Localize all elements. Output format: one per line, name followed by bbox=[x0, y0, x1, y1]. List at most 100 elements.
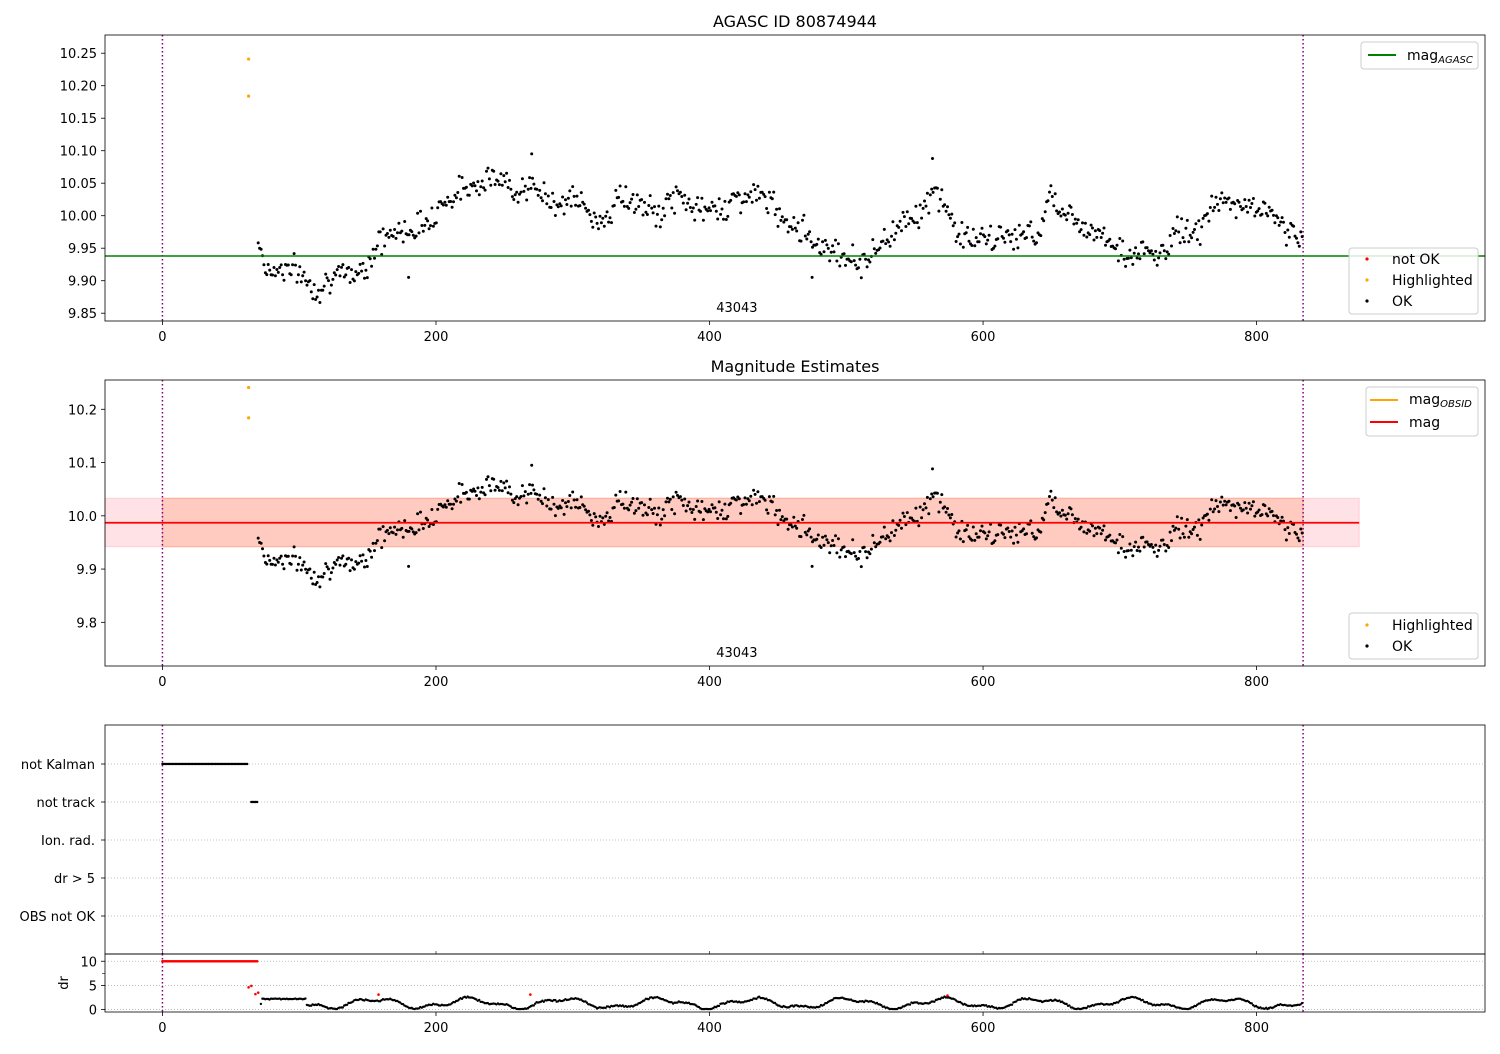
ok-point bbox=[1221, 201, 1225, 205]
ok-point bbox=[325, 565, 329, 569]
ok-point bbox=[918, 505, 922, 509]
ok-point bbox=[1267, 507, 1271, 511]
ok-point bbox=[1151, 252, 1155, 256]
ok-point bbox=[1035, 536, 1038, 540]
ok-point bbox=[795, 229, 799, 233]
ok-point bbox=[676, 493, 679, 497]
ok-point bbox=[452, 502, 455, 506]
ok-point bbox=[503, 180, 507, 184]
ok-point bbox=[1243, 198, 1247, 202]
ok-point bbox=[587, 509, 590, 513]
dr-points bbox=[105, 954, 1485, 1012]
ok-point bbox=[789, 225, 793, 229]
ok-point bbox=[643, 200, 646, 204]
ok-point bbox=[388, 526, 392, 530]
ok-point bbox=[387, 235, 391, 239]
ok-point bbox=[543, 496, 547, 500]
dr-point bbox=[259, 1002, 263, 1006]
ok-point bbox=[1102, 226, 1106, 230]
ok-point bbox=[347, 266, 351, 269]
ok-point bbox=[1098, 229, 1102, 233]
ok-point bbox=[614, 493, 618, 497]
ok-point bbox=[1099, 532, 1103, 536]
agasc-panel-title: AGASC ID 80874944 bbox=[713, 12, 877, 31]
ok-point bbox=[1216, 505, 1219, 508]
ok-point bbox=[1029, 519, 1033, 523]
ok-point bbox=[1190, 236, 1194, 240]
ok-point bbox=[1135, 549, 1139, 552]
ok-point bbox=[328, 577, 332, 581]
ok-point bbox=[915, 221, 919, 225]
ok-point bbox=[335, 268, 339, 272]
highlighted-point bbox=[247, 57, 251, 61]
agasc-ytick-label: 10.10 bbox=[60, 145, 97, 160]
ok-point bbox=[321, 288, 325, 292]
ok-point bbox=[385, 528, 389, 532]
ok-point bbox=[279, 554, 283, 558]
ok-point bbox=[676, 189, 679, 193]
ok-point bbox=[937, 209, 941, 213]
ok-point bbox=[296, 562, 300, 566]
ok-point bbox=[475, 189, 478, 193]
ok-point bbox=[1299, 527, 1303, 531]
ok-point bbox=[1172, 528, 1176, 532]
ok-point bbox=[1029, 220, 1033, 224]
ok-point bbox=[894, 528, 898, 532]
ok-point bbox=[334, 562, 338, 566]
ok-point bbox=[536, 193, 540, 197]
ok-point bbox=[931, 190, 935, 194]
ok-point bbox=[914, 506, 918, 510]
ok-point bbox=[1279, 519, 1283, 523]
ok-point bbox=[1128, 542, 1132, 546]
ok-point bbox=[713, 506, 717, 510]
ok-point bbox=[631, 497, 635, 500]
ok-point bbox=[654, 224, 658, 228]
ok-point bbox=[752, 183, 756, 187]
ok-point bbox=[655, 513, 659, 517]
ok-point bbox=[365, 276, 369, 280]
ok-point bbox=[924, 506, 928, 510]
ok-point bbox=[1009, 535, 1013, 539]
ok-point bbox=[1115, 243, 1119, 247]
ok-point bbox=[407, 275, 411, 279]
ok-point bbox=[1239, 506, 1242, 510]
ok-point bbox=[1253, 214, 1257, 218]
ok-point bbox=[430, 508, 434, 511]
ok-point bbox=[572, 194, 576, 198]
ok-point bbox=[464, 490, 468, 494]
ok-point bbox=[822, 543, 826, 547]
ok-point bbox=[701, 218, 705, 222]
ok-point bbox=[1178, 536, 1182, 540]
ok-point bbox=[858, 257, 862, 261]
ok-point bbox=[844, 555, 847, 559]
dr-point bbox=[1019, 998, 1022, 1001]
ok-point bbox=[984, 242, 988, 246]
ok-point bbox=[450, 507, 454, 511]
ok-point bbox=[315, 295, 319, 299]
agasc-ytick-label: 9.85 bbox=[68, 307, 97, 322]
ok-point bbox=[483, 493, 487, 497]
magnitude-xtick-label: 600 bbox=[971, 675, 996, 690]
ok-point bbox=[568, 189, 572, 193]
ok-point bbox=[1079, 228, 1083, 232]
ok-point bbox=[631, 193, 635, 196]
ok-point bbox=[868, 260, 872, 264]
ok-point bbox=[892, 534, 896, 537]
ok-point bbox=[328, 291, 332, 295]
ok-point bbox=[436, 206, 440, 210]
ok-point bbox=[1098, 526, 1102, 530]
ok-point bbox=[1218, 500, 1222, 504]
ok-point bbox=[1035, 241, 1038, 245]
dr-point bbox=[542, 1000, 545, 1003]
ok-point bbox=[1072, 222, 1076, 226]
ok-point bbox=[1182, 240, 1186, 244]
ok-point bbox=[858, 550, 862, 553]
ok-point bbox=[1049, 489, 1053, 493]
ok-point bbox=[419, 510, 422, 514]
ok-point bbox=[924, 204, 928, 208]
ok-point bbox=[374, 247, 378, 251]
ok-point bbox=[1282, 220, 1285, 224]
ok-point bbox=[496, 486, 500, 489]
ok-point bbox=[859, 276, 863, 280]
ok-point bbox=[772, 190, 776, 194]
